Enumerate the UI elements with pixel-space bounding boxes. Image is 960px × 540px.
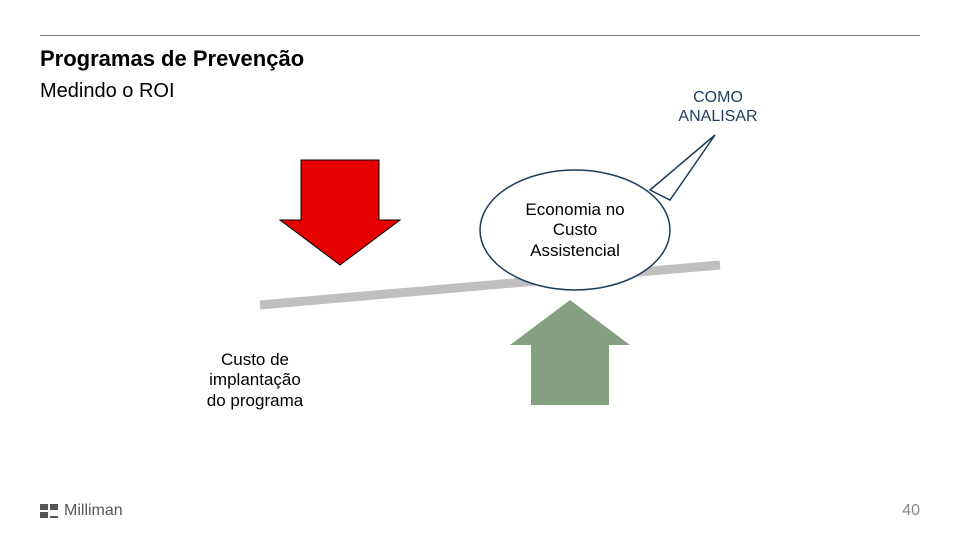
down-arrow-icon: [280, 160, 400, 265]
brand-logo-text: Milliman: [64, 502, 123, 520]
page-number: 40: [902, 502, 920, 520]
brand-logo: Milliman: [40, 502, 123, 520]
bubble-label: Economia no Custo Assistencial: [500, 200, 650, 261]
left-label: Custo de implantação do programa: [185, 350, 325, 411]
speech-bubble-tail: [650, 135, 715, 200]
brand-logo-mark: [40, 504, 58, 518]
diagram-stage: [0, 0, 960, 540]
up-arrow-icon: [510, 300, 630, 405]
callout-label: COMO ANALISAR: [658, 88, 778, 126]
